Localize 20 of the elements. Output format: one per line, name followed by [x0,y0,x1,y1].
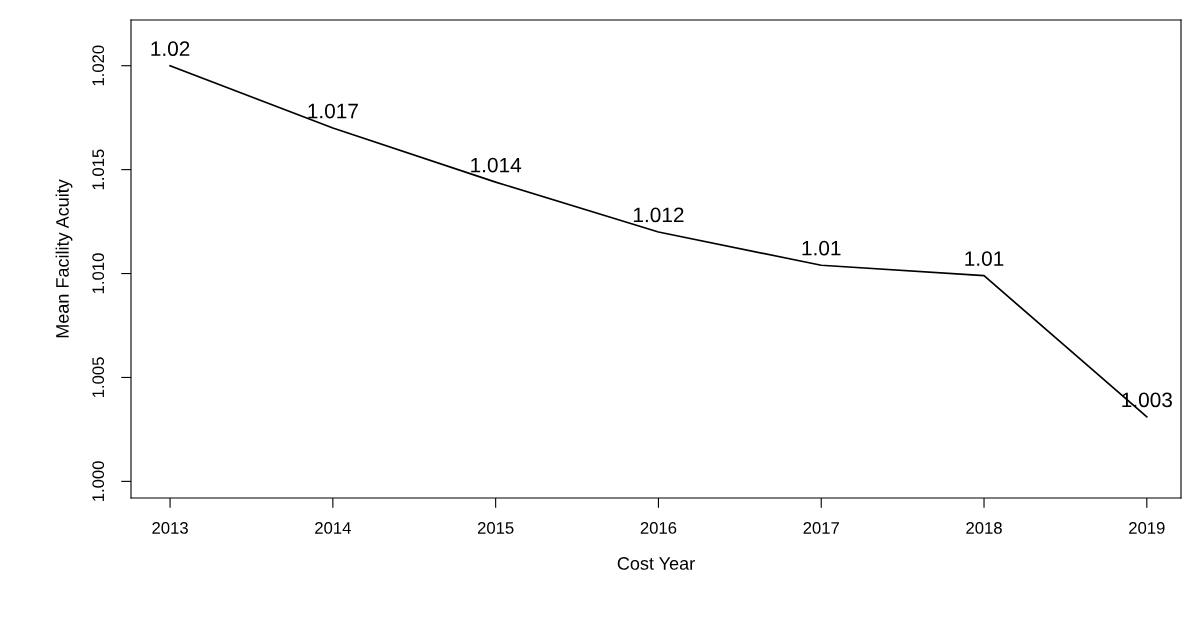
y-tick-label: 1.005 [92,357,105,398]
y-tick-label: 1.000 [92,461,105,501]
x-tick-label: 2019 [1129,522,1165,534]
data-label: 1.014 [471,157,522,173]
data-label: 1.017 [308,103,358,119]
x-tick-label: 2015 [477,522,514,534]
x-tick-label: 2013 [152,522,188,534]
data-label: 1.01 [802,240,841,256]
y-tick-label: 1.020 [92,45,105,86]
y-tick-label: 1.015 [92,149,105,190]
x-tick-label: 2016 [640,522,677,534]
x-tick-label: 2018 [966,522,1002,534]
data-label: 1.02 [151,41,190,57]
y-tick-label: 1.010 [92,253,105,294]
x-tick-label: 2014 [315,522,351,534]
y-axis-title: Mean Facility Acuity [55,179,73,338]
x-tick-label: 2017 [803,522,839,534]
data-label: 1.012 [633,207,684,223]
data-label: 1.01 [965,251,1004,266]
x-axis-title: Cost Year [617,557,695,570]
